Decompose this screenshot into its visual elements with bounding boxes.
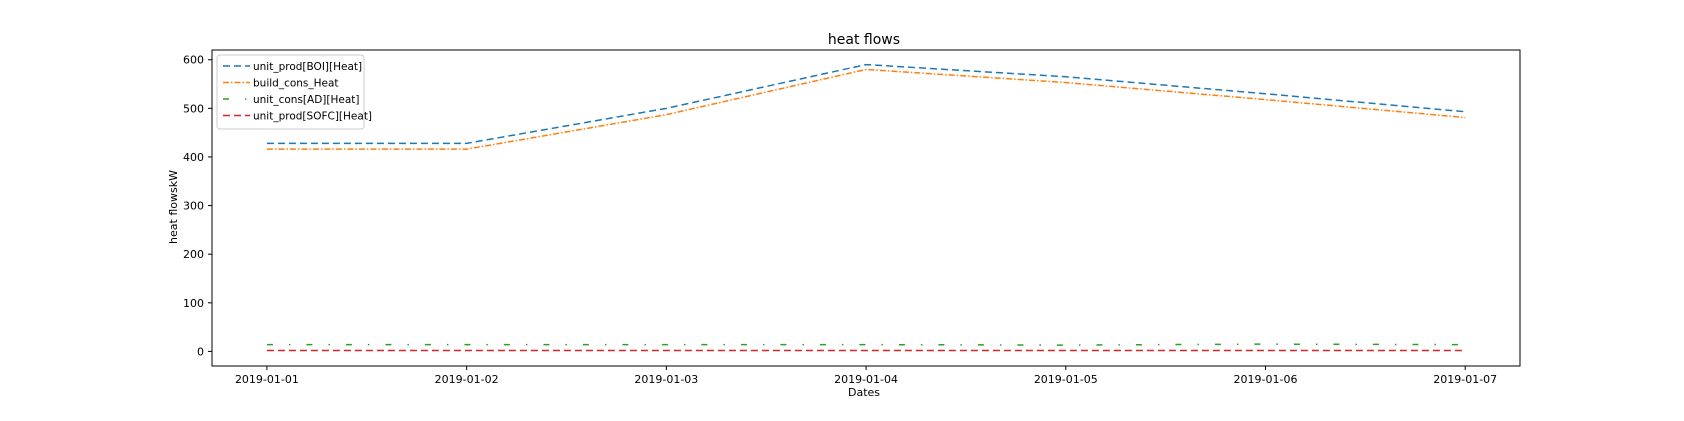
y-tick-label: 0	[197, 345, 204, 358]
y-tick-label: 200	[183, 248, 204, 261]
legend-label-1: unit_prod[BOI][Heat]	[253, 61, 362, 73]
y-tick-label: 600	[183, 54, 204, 67]
x-tick-label: 2019-01-04	[834, 373, 898, 386]
plot-area: 0 100 200 300 400 500 600 2019-01-01 2019-01-02 2…	[183, 49, 1521, 386]
legend-label-3: unit_cons[AD][Heat]	[253, 94, 359, 106]
y-tick-label: 300	[183, 200, 204, 213]
legend-label-2: build_cons_Heat	[253, 78, 339, 90]
x-tick-label: 2019-01-06	[1234, 373, 1298, 386]
x-tick-label: 2019-01-05	[1034, 373, 1098, 386]
series-line-3	[266, 343, 1466, 346]
chart-title: heat flows	[828, 32, 900, 48]
x-axis-label: Dates	[848, 386, 880, 399]
x-tick-label: 2019-01-01	[235, 373, 299, 386]
legend: unit_prod[BOI][Heat] build_cons_Heat unit_…	[216, 54, 372, 130]
legend-label-4: unit_prod[SOFC][Heat]	[253, 111, 372, 123]
x-tick-label: 2019-01-07	[1433, 373, 1497, 386]
series-line-2	[266, 68, 1466, 150]
y-tick-label: 100	[183, 297, 204, 310]
y-tick-label: 400	[183, 151, 204, 164]
x-tick-label: 2019-01-03	[634, 373, 698, 386]
series-line-1	[266, 63, 1466, 145]
legend-frame	[216, 54, 365, 130]
y-tick-label: 500	[183, 102, 204, 115]
x-tick-label: 2019-01-02	[435, 373, 499, 386]
y-axis-label: heat flowskW	[167, 170, 180, 244]
